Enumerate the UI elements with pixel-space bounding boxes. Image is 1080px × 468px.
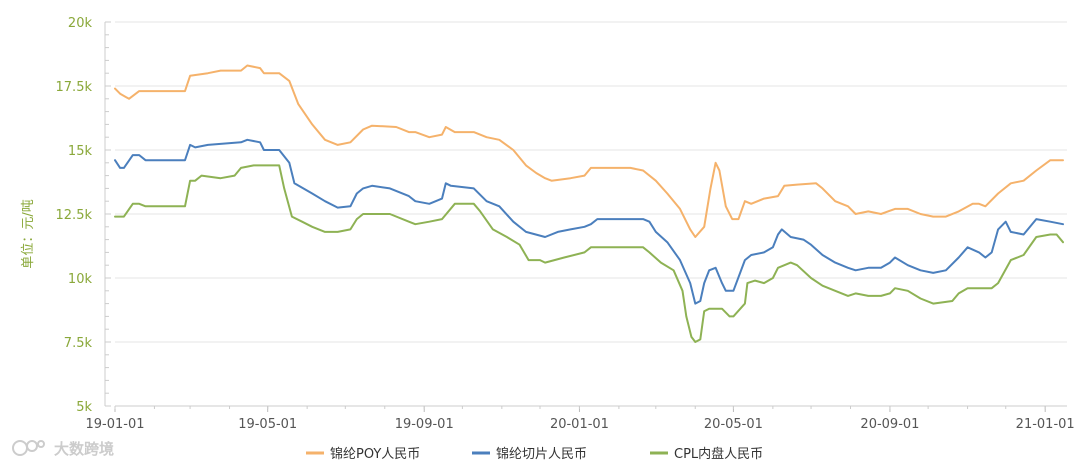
series-line-0 [114,64,1064,238]
y-tick-label: 15k [68,144,93,159]
y-tick-label: 10k [68,272,93,287]
legend-label: 锦纶POY人民币 [330,447,420,462]
x-tick-label: 20-01-01 [550,417,609,432]
axes: 5k 7.5k 10k 12.5k 15k 17.5k 20k 19-01-01 19-05-0… [56,16,1075,432]
y-axis-label: 单位：元/吨 [21,199,36,268]
x-tick-label: 19-01-01 [85,417,144,432]
x-tick-label: 19-05-01 [238,417,297,432]
watermark-logo-icon [12,440,45,456]
watermark-text: 大数跨境 [54,440,114,458]
legend: 锦纶POY人民币 锦纶切片人民币 CPL内盘人民币 [306,446,763,462]
x-tick-label: 19-09-01 [395,417,454,432]
series-line-1 [114,138,1064,305]
x-tick-label: 20-09-01 [860,417,919,432]
watermark: 大数跨境 [12,440,114,458]
x-tick-label: 21-01-01 [1016,417,1075,432]
series-line-2 [114,164,1064,343]
x-tick-label: 20-05-01 [704,417,763,432]
y-tick-label: 17.5k [56,80,93,95]
series-lines [114,64,1064,343]
legend-item-0[interactable]: 锦纶POY人民币 [306,447,420,462]
legend-item-2[interactable]: CPL内盘人民币 [650,446,763,462]
legend-label: CPL内盘人民币 [674,446,763,462]
y-tick-label: 5k [76,400,92,415]
legend-item-1[interactable]: 锦纶切片人民币 [472,447,587,462]
y-tick-label: 20k [68,16,93,31]
y-tick-label: 12.5k [56,208,93,223]
legend-label: 锦纶切片人民币 [496,447,587,462]
y-tick-label: 7.5k [64,336,93,351]
